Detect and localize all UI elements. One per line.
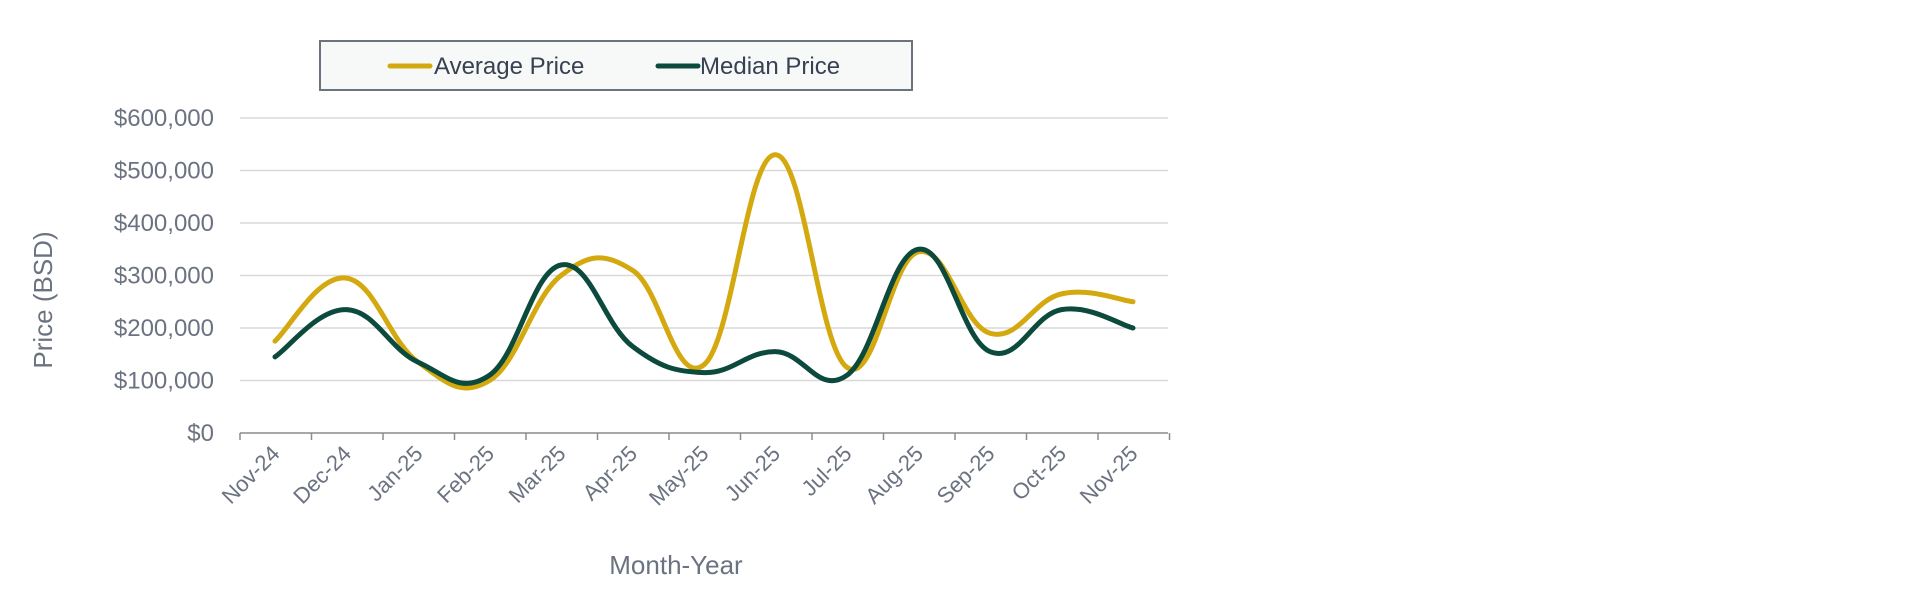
y-tick-label: $600,000	[114, 105, 214, 132]
x-tick-label: Jun-25	[720, 441, 785, 506]
legend-label: Median Price	[700, 53, 840, 80]
x-tick-label: Dec-24	[288, 441, 356, 509]
x-tick-label: May-25	[644, 441, 714, 511]
axes: $0 $100,000 $200,000 $300,000 $400,000 $500,0…	[114, 105, 1171, 511]
y-axis-title: Price (BSD)	[28, 231, 58, 368]
y-tick-label: $100,000	[114, 368, 214, 395]
legend-label: Average Price	[434, 53, 584, 80]
series-line-median-price	[272, 246, 1136, 386]
x-tick-label: Mar-25	[504, 441, 571, 508]
x-tick-label: Aug-25	[860, 441, 928, 509]
legend: Average Price Median Price	[319, 40, 913, 91]
x-tick-label: Feb-25	[432, 441, 499, 508]
y-tick-label: $200,000	[114, 315, 214, 342]
x-tick-label: Sep-25	[932, 441, 1000, 509]
x-axis-title: Month-Year	[609, 550, 743, 580]
x-tick-label: Oct-25	[1007, 441, 1071, 505]
x-tick-label: Nov-25	[1075, 441, 1143, 509]
series-lines	[272, 152, 1136, 391]
y-tick-label: $500,000	[114, 158, 214, 185]
y-tick-label: $400,000	[114, 210, 214, 237]
x-tick-label: Jan-25	[362, 441, 427, 506]
x-tick-label: Nov-24	[217, 441, 285, 509]
x-tick-label: Apr-25	[578, 441, 642, 505]
y-tick-label: $0	[187, 420, 214, 447]
y-tick-label: $300,000	[114, 263, 214, 290]
gridlines	[240, 117, 1168, 382]
x-tick-label: Jul-25	[796, 441, 856, 501]
